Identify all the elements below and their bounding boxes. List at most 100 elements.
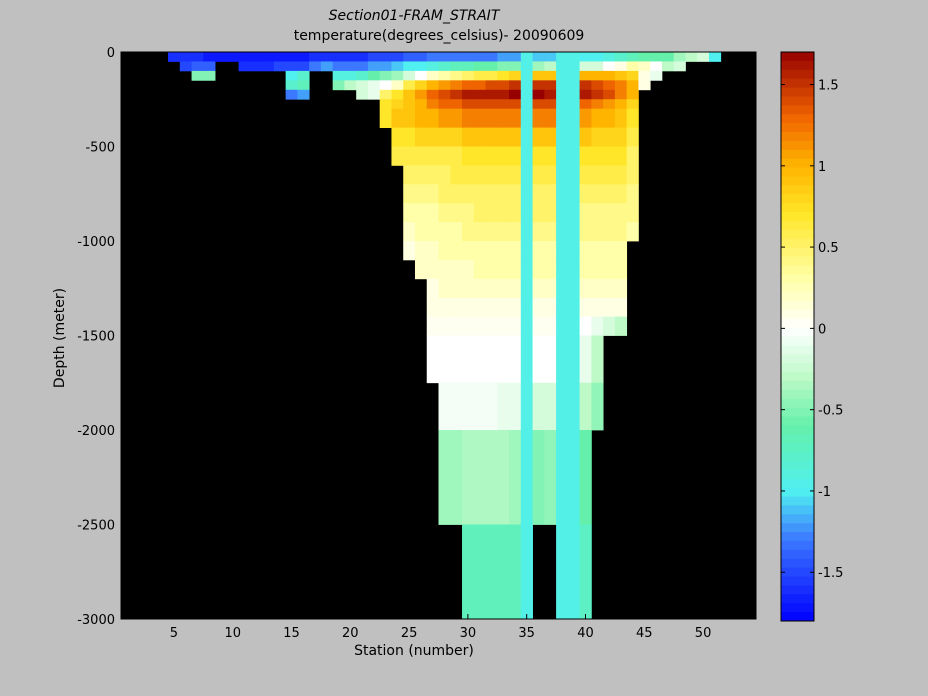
- heatmap-cell: [614, 184, 628, 204]
- heatmap-cell: [473, 278, 486, 299]
- heatmap-cell: [591, 222, 604, 242]
- heatmap-cell: [473, 259, 486, 280]
- heatmap-cell: [579, 52, 592, 62]
- heatmap-cell: [473, 335, 486, 384]
- heatmap-cell: [414, 259, 428, 280]
- chart-subtitle: temperature(degrees_celsius)- 20090609: [293, 28, 585, 44]
- heatmap-cell: [509, 61, 522, 72]
- heatmap-cell: [320, 61, 334, 72]
- heatmap-cell: [544, 165, 557, 185]
- heatmap-cell: [414, 241, 428, 261]
- heatmap-cell: [320, 52, 334, 62]
- heatmap-cell: [179, 61, 192, 72]
- heatmap-cell: [403, 52, 416, 62]
- heatmap-cell: [473, 316, 486, 336]
- heatmap-cell: [497, 430, 510, 525]
- colorbar-segment: [781, 514, 814, 524]
- heatmap-cell: [556, 61, 569, 72]
- heatmap-cell: [344, 80, 357, 91]
- heatmap-cell: [567, 127, 581, 147]
- heatmap-cell: [285, 61, 298, 72]
- heatmap-cell: [426, 108, 439, 128]
- heatmap-cell: [591, 278, 604, 299]
- heatmap-cell: [450, 52, 463, 62]
- heatmap-cell: [450, 259, 463, 280]
- heatmap-cell: [485, 61, 498, 72]
- heatmap-cell: [614, 222, 628, 242]
- heatmap-cell: [403, 99, 416, 110]
- colorbar-segment: [781, 185, 814, 195]
- heatmap-cell: [614, 99, 628, 110]
- heatmap-cell: [650, 70, 663, 81]
- heatmap-cell: [414, 165, 428, 185]
- colorbar-segment: [781, 292, 814, 302]
- heatmap-cell: [544, 203, 557, 223]
- heatmap-cell: [426, 127, 439, 147]
- heatmap-cell: [673, 61, 686, 72]
- heatmap-cell: [532, 80, 545, 91]
- heatmap-cell: [509, 99, 522, 110]
- heatmap-cell: [579, 382, 592, 431]
- heatmap-cell: [591, 203, 604, 223]
- heatmap-cell: [414, 99, 428, 110]
- heatmap-cell: [544, 108, 557, 128]
- heatmap-cell: [473, 61, 486, 72]
- colorbar-segment: [781, 505, 814, 515]
- heatmap-cell: [591, 80, 604, 91]
- heatmap-cell: [391, 146, 404, 166]
- heatmap-cell: [438, 278, 451, 299]
- colorbar-segment: [781, 460, 814, 471]
- heatmap-cell: [544, 316, 557, 336]
- heatmap-cell: [450, 61, 463, 72]
- colorbar-segment: [781, 354, 814, 364]
- heatmap-cell: [426, 335, 439, 384]
- heatmap-cell: [203, 61, 216, 72]
- heatmap-cell: [532, 108, 545, 128]
- heatmap-cell: [626, 184, 639, 204]
- heatmap-cell: [273, 52, 287, 62]
- heatmap-cell: [532, 61, 545, 72]
- colorbar-tick-label: -1.5: [818, 566, 843, 581]
- heatmap-cell: [262, 52, 275, 62]
- heatmap-cell: [509, 89, 522, 100]
- heatmap-cell: [591, 297, 604, 317]
- colorbar-segment: [781, 612, 814, 622]
- heatmap-cell: [462, 184, 475, 204]
- heatmap-cell: [179, 52, 192, 62]
- heatmap-cell: [450, 108, 463, 128]
- heatmap-cell: [638, 61, 651, 72]
- heatmap-cell: [520, 70, 533, 81]
- heatmap-cell: [391, 89, 404, 100]
- heatmap-cell: [473, 430, 486, 525]
- heatmap-cell: [579, 259, 592, 280]
- heatmap-cell: [497, 184, 510, 204]
- heatmap-cell: [520, 241, 533, 261]
- heatmap-cell: [391, 108, 404, 128]
- heatmap-cell: [544, 382, 557, 431]
- heatmap-cell: [391, 99, 404, 110]
- heatmap-cell: [403, 89, 416, 100]
- heatmap-cell: [544, 335, 557, 384]
- colorbar-segment: [781, 60, 814, 71]
- heatmap-cell: [426, 241, 439, 261]
- heatmap-cell: [332, 61, 345, 72]
- colorbar-segment: [781, 158, 814, 169]
- heatmap-cell: [379, 52, 392, 62]
- heatmap-cell: [532, 430, 545, 525]
- heatmap-cell: [520, 165, 533, 185]
- heatmap-cell: [426, 99, 439, 110]
- colorbar-segment: [781, 363, 814, 373]
- heatmap-cell: [473, 108, 486, 128]
- heatmap-cell: [426, 184, 439, 204]
- heatmap-cell: [473, 222, 486, 242]
- heatmap-cell: [438, 70, 451, 81]
- heatmap-cell: [567, 61, 581, 72]
- colorbar-segment: [781, 229, 814, 240]
- heatmap-cell: [591, 184, 604, 204]
- heatmap-cell: [297, 52, 310, 62]
- x-tick-label: 15: [283, 626, 300, 641]
- heatmap-cell: [485, 382, 498, 431]
- heatmap-cell: [497, 382, 510, 431]
- heatmap-cell: [591, 127, 604, 147]
